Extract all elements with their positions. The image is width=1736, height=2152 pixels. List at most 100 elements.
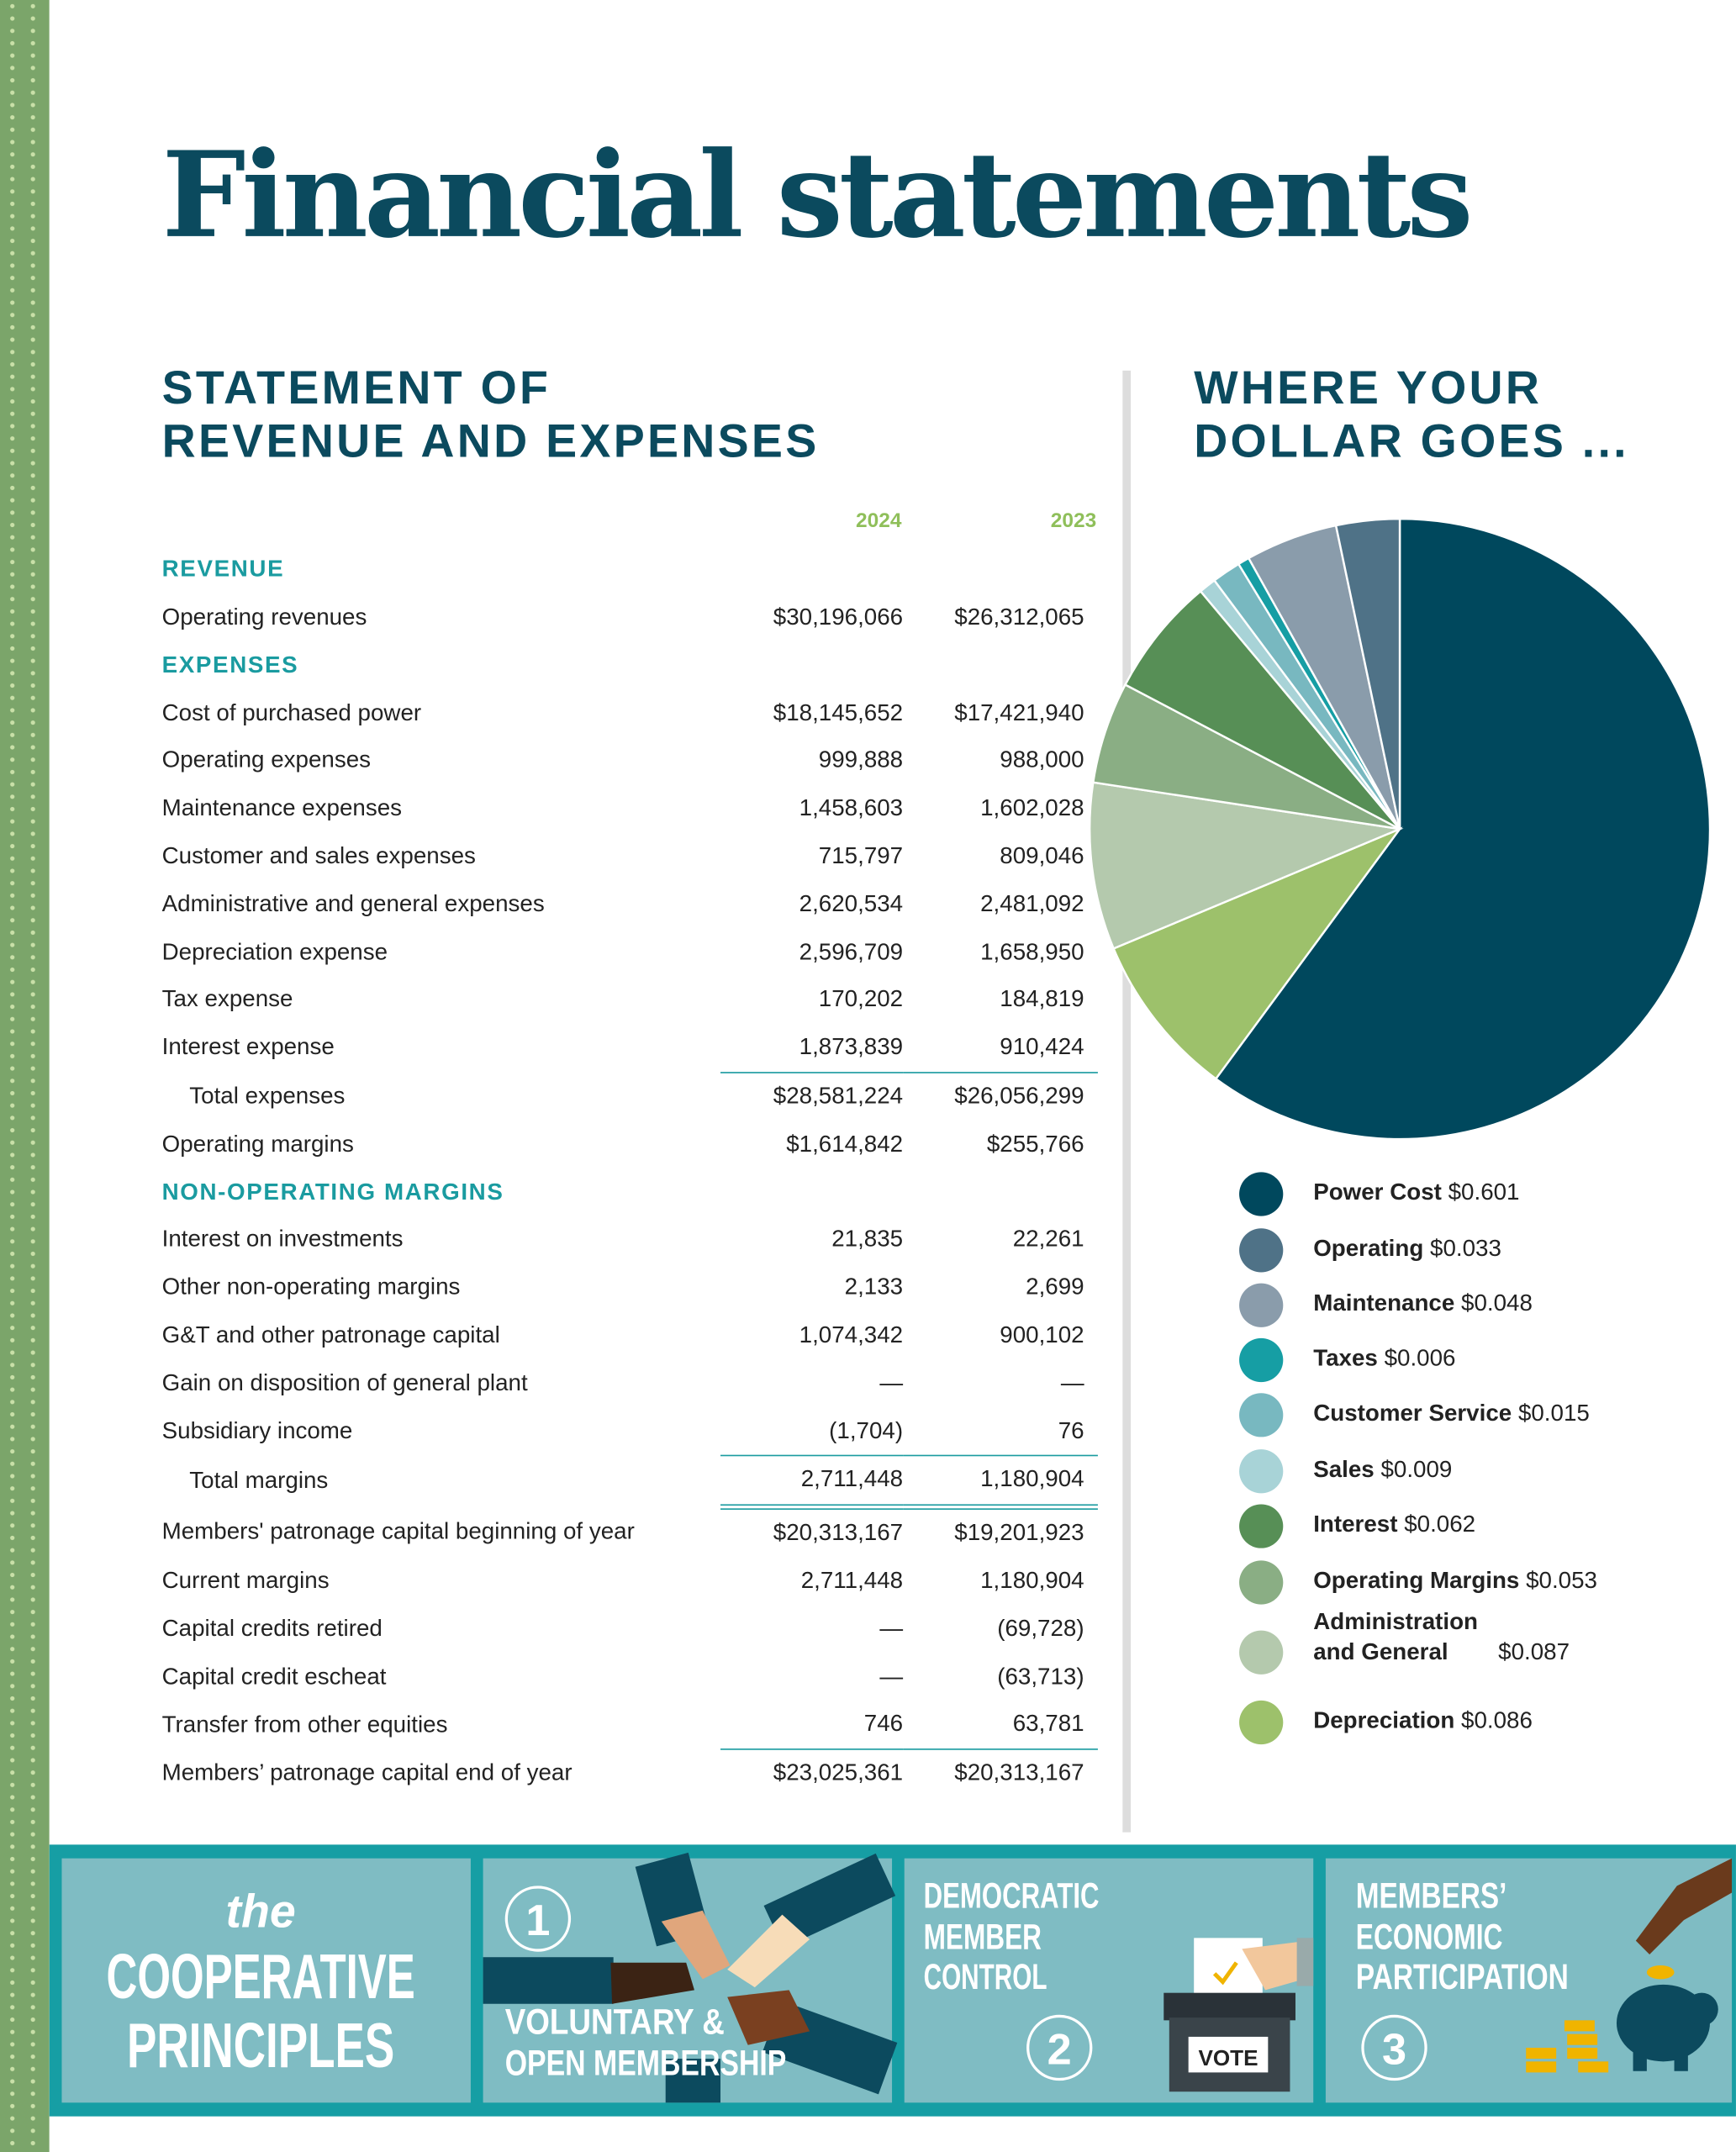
row-label: Interest on investments — [161, 1226, 404, 1253]
legend-label: Customer Service — [1313, 1400, 1512, 1427]
table-value: 1,180,904 — [903, 1454, 1098, 1507]
table-value: $18,145,652 — [773, 699, 904, 726]
footer-banner: the COOPERATIVE PRINCIPLES 1 VOLUNTARY &… — [49, 1844, 1736, 2117]
principle-name: VOLUNTARY & — [505, 2002, 725, 2042]
table-value: 21,835 — [831, 1226, 904, 1253]
legend-label: Maintenance — [1313, 1290, 1455, 1316]
table-value: 1,873,839 — [799, 1033, 904, 1060]
table-value: 715,797 — [818, 842, 904, 869]
legend-label: Sales — [1313, 1456, 1375, 1483]
table-value: $30,196,066 — [773, 604, 904, 630]
legend-swatch — [1239, 1700, 1284, 1745]
legend-swatch — [1239, 1393, 1284, 1437]
table-value: 2,596,709 — [799, 938, 904, 965]
column-header: 2024 — [856, 509, 902, 533]
pie-slice — [1088, 781, 1404, 951]
table-row: Members' patronage capital beginning of … — [161, 1504, 1098, 1558]
legend-label: Interest — [1313, 1511, 1398, 1538]
legend-value: $0.009 — [1380, 1456, 1453, 1483]
table-value: $28,581,224 — [720, 1071, 904, 1121]
legend-value: $0.006 — [1384, 1345, 1456, 1372]
table-value: $1,614,842 — [786, 1130, 904, 1157]
legend-item: Customer Service $0.015 — [1313, 1400, 1590, 1427]
legend-value: $0.053 — [1526, 1567, 1597, 1594]
table-value: 2,620,534 — [799, 890, 904, 917]
divider — [1122, 370, 1132, 1833]
table-value: — — [1060, 1369, 1084, 1396]
row-label: Current margins — [161, 1567, 330, 1594]
table-value: $20,313,167 — [903, 1748, 1098, 1798]
blank — [162, 495, 720, 546]
table-value: $19,201,923 — [903, 1504, 1098, 1558]
row-label: Members’ patronage capital end of year — [161, 1759, 573, 1785]
table-value: 184,819 — [1000, 985, 1084, 1012]
principle-name: PARTICIPATION — [1356, 1957, 1569, 1996]
principle-name: DEMOCRATIC — [924, 1875, 1100, 1915]
piggy-bank-illustration — [1361, 1858, 1733, 2081]
ballot-illustration — [1026, 1938, 1314, 2092]
row-label: Other non-operating margins — [161, 1274, 461, 1300]
hands-illustration — [483, 1852, 898, 2103]
table-row: Total expenses $28,581,224 $26,056,299 — [162, 1071, 1098, 1121]
legend-item: Maintenance $0.048 — [1313, 1290, 1533, 1318]
table-value: 63,781 — [1012, 1710, 1084, 1737]
legend-item: Power Cost $0.601 — [1313, 1179, 1519, 1206]
principle-number: 2 — [1047, 2026, 1072, 2075]
table-value: 1,602,028 — [980, 794, 1084, 821]
section-title: EXPENSES — [161, 651, 299, 678]
table-value: 76 — [1058, 1416, 1084, 1443]
intro-big: COOPERATIVE — [107, 1941, 415, 2012]
table-value: 999,888 — [818, 746, 904, 773]
table-value: $26,312,065 — [954, 604, 1084, 630]
legend-item: Depreciation $0.086 — [1313, 1707, 1533, 1735]
table-value: 1,074,342 — [799, 1321, 904, 1348]
heading-line: DOLLAR GOES ... — [1194, 415, 1629, 468]
section-title: NON-OPERATING MARGINS — [161, 1178, 504, 1205]
heading-line: REVENUE AND EXPENSES — [161, 415, 820, 468]
section-row: EXPENSES — [162, 641, 1098, 689]
legend-label: Administration and General — [1313, 1608, 1479, 1665]
legend-item: Operating Margins $0.053 — [1313, 1568, 1597, 1596]
heading-line: STATEMENT OF — [161, 362, 551, 415]
heading-line: WHERE YOUR — [1194, 362, 1543, 415]
row-label: Members' patronage capital beginning of … — [161, 1517, 635, 1544]
table-value: 2,133 — [844, 1274, 904, 1300]
table-value: 910,424 — [1000, 1033, 1084, 1060]
table-value: (69,728) — [997, 1615, 1084, 1642]
table-value: $23,025,361 — [720, 1748, 904, 1798]
table-value: 1,180,904 — [980, 1567, 1084, 1594]
statement-heading: STATEMENT OF REVENUE AND EXPENSES — [162, 362, 820, 469]
row-label: Maintenance expenses — [161, 794, 403, 821]
pie-slice — [1214, 517, 1712, 1141]
table-value: 2,711,448 — [800, 1567, 904, 1594]
legend-value: $0.015 — [1517, 1400, 1590, 1427]
legend-value: $0.086 — [1461, 1707, 1533, 1734]
row-label: Depreciation expense — [161, 938, 388, 965]
table-row: Interest expense 1,873,839 910,424 — [162, 1024, 1098, 1073]
legend-swatch — [1239, 1337, 1284, 1383]
row-label: Operating revenues — [161, 604, 367, 630]
table-row: Capital credit escheat — (63,713) — [162, 1653, 1098, 1701]
intro-big: PRINCIPLES — [127, 2010, 394, 2081]
table-value: 988,000 — [1000, 746, 1084, 773]
legend-value: $0.033 — [1430, 1235, 1501, 1262]
table-row: Current margins 2,711,448 1,180,904 — [162, 1557, 1098, 1605]
table-value: (63,713) — [997, 1663, 1084, 1690]
section-title: REVENUE — [161, 556, 285, 583]
table-row: Capital credits retired — (69,728) — [162, 1605, 1098, 1653]
table-row: Depreciation expense 2,596,709 1,658,950 — [162, 928, 1098, 976]
legend-label: Operating — [1313, 1235, 1424, 1262]
table-value: 809,046 — [1000, 842, 1084, 869]
principle-number: 3 — [1382, 2026, 1406, 2075]
legend-swatch — [1239, 1504, 1284, 1548]
table-value: 22,261 — [1012, 1226, 1084, 1253]
pie-slice — [1123, 589, 1401, 831]
legend-label: Power Cost — [1313, 1179, 1442, 1205]
legend-swatch — [1239, 1283, 1284, 1327]
row-label: Interest expense — [161, 1034, 335, 1061]
table-row: Members’ patronage capital end of year $2… — [161, 1748, 1098, 1798]
table-value: 2,711,448 — [720, 1454, 904, 1507]
table-row: Other non-operating margins 2,133 2,699 — [162, 1263, 1098, 1311]
